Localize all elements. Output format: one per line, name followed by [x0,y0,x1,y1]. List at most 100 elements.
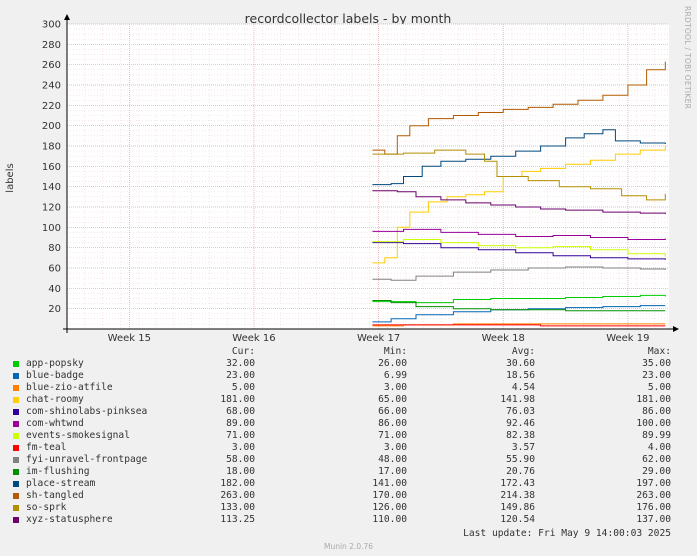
chart-title: recordcollector labels - by month [245,11,452,26]
legend-row-xyz-statusphere: xyz-statusphere 113.25 110.00 120.54 137.00 [0,514,697,526]
legend-avg: 82.38 [506,430,535,441]
legend-row-events-smokesignal: events-smokesignal 71.00 71.00 82.38 89.99 [0,430,697,442]
legend-min: 170.00 [372,490,407,501]
legend-avg: 149.86 [500,502,535,513]
legend-min: 126.00 [372,502,407,513]
legend: Cur: Min: Avg: Max: app-popsky 32.00 26.00… [0,346,697,526]
legend-min: 86.00 [378,418,407,429]
legend-swatch [13,493,19,499]
series-line-chat-roomy [372,145,666,264]
series-line-place-stream [372,129,666,186]
legend-avg: 141.98 [500,394,535,405]
legend-swatch [13,373,19,379]
legend-name: com-shinolabs-pinksea [26,406,148,417]
legend-swatch [13,481,19,487]
y-tick-label: 160 [42,162,61,173]
legend-swatch [13,433,19,439]
legend-max: 5.00 [647,382,671,393]
y-ticks: 20 40 60 80 100 120 140 160 180 200 220 240 260 280 30… [42,20,669,315]
y-tick-label: 180 [42,142,61,153]
series-line-fm-teal [372,324,666,327]
x-tick-label: Week 18 [482,333,525,344]
y-tick-label: 120 [42,203,61,214]
legend-name: blue-zio-atfile [26,382,113,393]
legend-row-so-sprk: so-sprk 133.00 126.00 149.86 176.00 [0,502,697,514]
series-line-sh-tangled [372,61,666,155]
legend-min: 66.00 [378,406,407,417]
y-tick-label: 80 [48,243,61,254]
legend-swatch [13,505,19,511]
legend-row-blue-badge: blue-badge 23.00 6.99 18.56 23.00 [0,370,697,382]
legend-max: 35.00 [642,358,671,369]
legend-name: im-flushing [26,466,90,477]
y-axis-arrow [64,14,70,20]
y-tick-label: 100 [42,223,61,234]
legend-swatch [13,361,19,367]
legend-min: 3.00 [383,382,407,393]
legend-name: place-stream [26,478,96,489]
legend-header-min: Min: [383,346,407,357]
legend-cur: 68.00 [226,406,255,417]
legend-swatch [13,385,19,391]
legend-swatch [13,397,19,403]
footer-version: Munin 2.0.76 [323,542,374,551]
y-tick-label: 200 [42,121,61,132]
legend-avg: 55.90 [506,454,535,465]
legend-cur: 3.00 [231,442,255,453]
legend-max: 100.00 [636,418,671,429]
legend-max: 23.00 [642,370,671,381]
series-line-com-shinolabs-pinksea [372,242,666,260]
legend-row-com-whtwnd: com-whtwnd 89.00 86.00 92.46 100.00 [0,418,697,430]
x-tick-label: Week 17 [357,333,400,344]
legend-name: blue-badge [26,370,84,381]
legend-avg: 172.43 [500,478,535,489]
series-line-im-flushing [372,300,666,312]
legend-swatch [13,445,19,451]
legend-row-blue-zio-atfile: blue-zio-atfile 5.00 3.00 4.54 5.00 [0,382,697,394]
legend-name: fyi-unravel-frontpage [26,454,148,465]
grid [67,24,669,329]
legend-avg: 18.56 [506,370,535,381]
legend-min: 3.00 [383,442,407,453]
legend-header-max: Max: [647,346,671,357]
legend-max: 263.00 [636,490,671,501]
legend-cur: 32.00 [226,358,255,369]
legend-cur: 89.00 [226,418,255,429]
y-tick-label: 260 [42,60,61,71]
legend-avg: 76.03 [506,406,535,417]
y-tick-label: 20 [48,304,61,315]
legend-cur: 263.00 [220,490,255,501]
x-tick-label: Week 16 [232,333,275,344]
legend-name: chat-roomy [26,394,84,405]
legend-avg: 214.38 [500,490,535,501]
legend-min: 141.00 [372,478,407,489]
legend-avg: 20.76 [506,466,535,477]
legend-header: Cur: Min: Avg: Max: [0,346,697,358]
legend-cur: 71.00 [226,430,255,441]
legend-min: 6.99 [383,370,407,381]
y-tick-label: 60 [48,264,61,275]
series-line-app-popsky [372,294,666,304]
legend-cur: 182.00 [220,478,255,489]
legend-name: sh-tangled [26,490,84,501]
y-tick-label: 300 [42,20,61,31]
legend-min: 17.00 [378,466,407,477]
legend-name: com-whtwnd [26,418,84,429]
watermark: RRDTOOL / TOBI OETIKER [683,6,692,110]
legend-cur: 113.25 [220,514,255,525]
y-axis-label: labels [5,163,16,192]
legend-row-im-flushing: im-flushing 18.00 17.00 20.76 29.00 [0,466,697,478]
legend-max: 62.00 [642,454,671,465]
x-ticks: Week 15 Week 16 Week 17 Week 18 Week 19 [108,24,650,344]
legend-min: 110.00 [372,514,407,525]
legend-cur: 5.00 [231,382,255,393]
last-update: Last update: Fri May 9 14:00:03 2025 [463,528,671,539]
y-tick-label: 240 [42,81,61,92]
legend-swatch [13,457,19,463]
legend-min: 65.00 [378,394,407,405]
legend-header-avg: Avg: [511,346,535,357]
legend-avg: 4.54 [511,382,535,393]
legend-swatch [13,421,19,427]
legend-avg: 120.54 [500,514,535,525]
legend-cur: 18.00 [226,466,255,477]
